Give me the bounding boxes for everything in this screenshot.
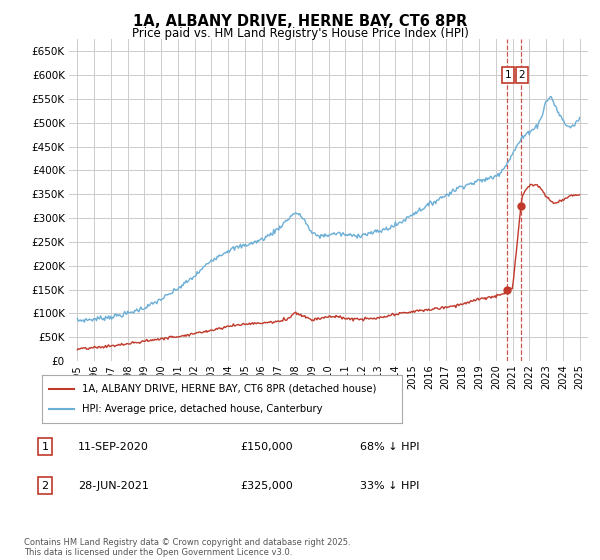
Text: 1: 1 bbox=[41, 442, 49, 451]
Text: 1A, ALBANY DRIVE, HERNE BAY, CT6 8PR (detached house): 1A, ALBANY DRIVE, HERNE BAY, CT6 8PR (de… bbox=[82, 384, 376, 394]
Text: Contains HM Land Registry data © Crown copyright and database right 2025.
This d: Contains HM Land Registry data © Crown c… bbox=[24, 538, 350, 557]
Text: 68% ↓ HPI: 68% ↓ HPI bbox=[360, 442, 419, 451]
Text: 2: 2 bbox=[518, 70, 525, 80]
Text: HPI: Average price, detached house, Canterbury: HPI: Average price, detached house, Cant… bbox=[82, 404, 322, 414]
Text: 1: 1 bbox=[505, 70, 512, 80]
Text: 28-JUN-2021: 28-JUN-2021 bbox=[78, 481, 149, 491]
Text: £150,000: £150,000 bbox=[240, 442, 293, 451]
Text: Price paid vs. HM Land Registry's House Price Index (HPI): Price paid vs. HM Land Registry's House … bbox=[131, 27, 469, 40]
Text: 11-SEP-2020: 11-SEP-2020 bbox=[78, 442, 149, 451]
Text: 1A, ALBANY DRIVE, HERNE BAY, CT6 8PR: 1A, ALBANY DRIVE, HERNE BAY, CT6 8PR bbox=[133, 14, 467, 29]
Text: £325,000: £325,000 bbox=[240, 481, 293, 491]
Text: 33% ↓ HPI: 33% ↓ HPI bbox=[360, 481, 419, 491]
Text: 2: 2 bbox=[41, 481, 49, 491]
